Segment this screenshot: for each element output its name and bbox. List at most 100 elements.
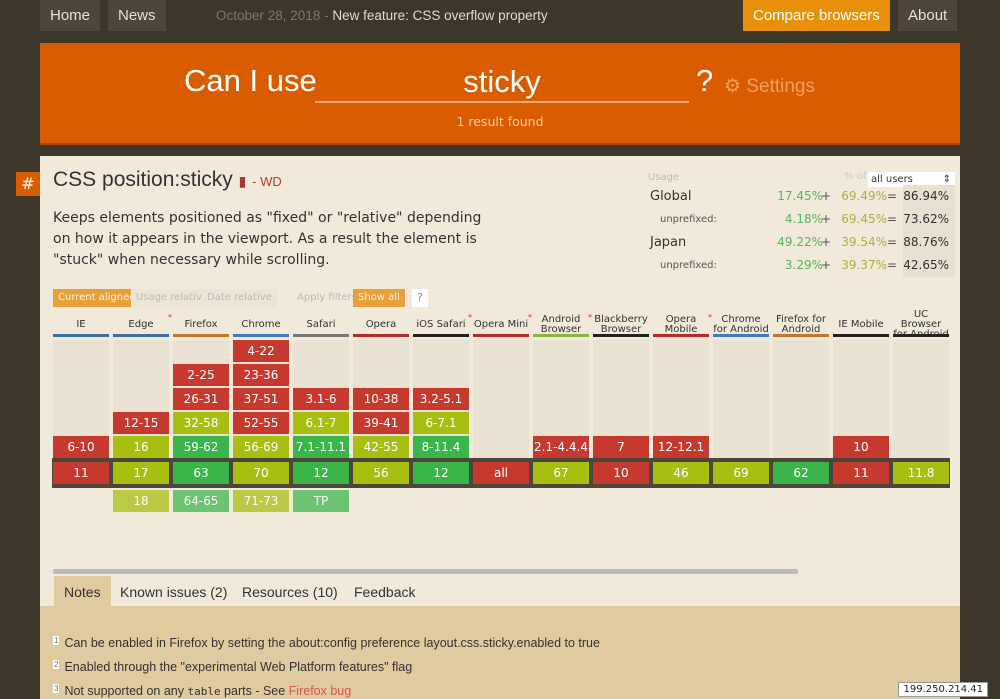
version-cell[interactable]: 67 <box>533 462 589 484</box>
version-cell[interactable]: 52-55 <box>233 412 289 434</box>
browser-header[interactable]: UC Browser for Android <box>893 309 949 340</box>
browser-header[interactable]: Firefox <box>184 319 218 330</box>
usage-row: Global 17.45% +69.49% = 86.94% <box>648 185 955 208</box>
version-cell[interactable]: 17 <box>113 462 169 484</box>
spec-status[interactable]: - WD <box>252 174 282 189</box>
tab-notes[interactable]: Notes <box>54 576 111 606</box>
version-cell[interactable]: 42-55 <box>353 436 409 458</box>
version-cell[interactable]: 70 <box>233 462 289 484</box>
version-cell[interactable]: 12 <box>293 462 349 484</box>
browser-header[interactable]: IE <box>76 319 86 330</box>
version-cell[interactable]: 62 <box>773 462 829 484</box>
equals-sign: = <box>886 258 897 272</box>
version-cell[interactable]: 7.1-11.1 <box>293 436 349 458</box>
browser-header[interactable]: Edge <box>128 319 154 330</box>
browser-header[interactable]: IE Mobile <box>838 319 884 330</box>
info-tabs: Notes Known issues (2) Resources (10) Feedb… <box>40 576 960 606</box>
spec-document-icon[interactable]: ▮ <box>238 173 247 189</box>
firefox-bug-link[interactable]: Firefox bug <box>288 684 352 698</box>
permalink-hash[interactable]: # <box>16 172 40 196</box>
version-cell[interactable]: 11 <box>833 462 889 484</box>
version-cell[interactable]: 56-69 <box>233 436 289 458</box>
browser-color-bar <box>593 334 649 337</box>
news-ticker[interactable]: October 28, 2018 - New feature: CSS over… <box>216 0 548 31</box>
filter-current-aligned[interactable]: Current aligned <box>53 289 141 307</box>
version-cell[interactable]: 10 <box>593 462 649 484</box>
region-name: Global <box>650 189 692 204</box>
version-cell[interactable]: 2.1-4.4.4 <box>533 436 589 458</box>
usage-label: Usage <box>648 172 680 183</box>
help-button[interactable]: ? <box>412 289 428 307</box>
tab-feedback[interactable]: Feedback <box>354 584 416 600</box>
ip-address: 199.250.214.41 <box>898 682 988 697</box>
version-cell[interactable]: 18 <box>113 490 169 512</box>
browser-color-bar <box>533 334 589 337</box>
version-cell[interactable]: all <box>473 462 529 484</box>
filter-usage-relative[interactable]: Usage relative <box>131 289 214 307</box>
browser-header[interactable]: Opera <box>365 319 397 330</box>
version-cell[interactable]: 64-65 <box>173 490 229 512</box>
version-cell[interactable]: 4-22 <box>233 340 289 362</box>
feature-title-text: CSS position:sticky <box>53 168 233 191</box>
version-cell[interactable]: 12-15 <box>113 412 169 434</box>
browser-color-bar <box>413 334 469 337</box>
version-cell[interactable]: 23-36 <box>233 364 289 386</box>
version-cell[interactable]: 10 <box>833 436 889 458</box>
version-cell[interactable]: 7 <box>593 436 649 458</box>
version-cell[interactable]: 12 <box>413 462 469 484</box>
version-cell[interactable]: 10-38 <box>353 388 409 410</box>
equals-sign: = <box>886 212 897 226</box>
nav-news[interactable]: News <box>108 0 166 31</box>
browser-header[interactable]: Firefox for Android <box>775 314 827 335</box>
browser-column <box>773 340 829 458</box>
browser-header[interactable]: Safari <box>306 319 336 330</box>
browser-color-bar <box>653 334 709 337</box>
nav-home[interactable]: Home <box>40 0 101 31</box>
tab-resources[interactable]: Resources (10) <box>242 584 338 600</box>
version-cell[interactable]: 46 <box>653 462 709 484</box>
version-cell[interactable]: 59-62 <box>173 436 229 458</box>
show-all-button[interactable]: Show all <box>353 289 405 307</box>
search-suffix: ? <box>696 63 714 98</box>
version-cell[interactable]: 12-12.1 <box>653 436 709 458</box>
version-cell[interactable]: 6.1-7 <box>293 412 349 434</box>
news-text[interactable]: New feature: CSS overflow property <box>332 8 548 23</box>
browser-header[interactable]: Opera Mobile <box>664 314 698 335</box>
browser-header[interactable]: Chrome for Android <box>713 314 769 335</box>
nav-about[interactable]: About <box>898 0 958 31</box>
version-cell[interactable]: 6-7.1 <box>413 412 469 434</box>
users-select[interactable]: all users ⇕ <box>868 172 955 187</box>
version-cell[interactable]: 26-31 <box>173 388 229 410</box>
horizontal-scrollbar[interactable] <box>53 569 798 574</box>
version-cell[interactable]: 11.8 <box>893 462 949 484</box>
version-cell[interactable]: 3.1-6 <box>293 388 349 410</box>
version-cell[interactable]: 37-51 <box>233 388 289 410</box>
note-number: 2 <box>53 660 60 669</box>
version-cell[interactable]: 3.2-5.1 <box>413 388 469 410</box>
version-cell[interactable]: 69 <box>713 462 769 484</box>
tab-known[interactable]: Known issues (2) <box>120 584 228 600</box>
browser-header[interactable]: Chrome <box>241 319 281 330</box>
filter-date-relative[interactable]: Date relative <box>202 289 277 307</box>
version-cell[interactable]: 39-41 <box>353 412 409 434</box>
version-cell[interactable]: TP <box>293 490 349 512</box>
settings-button[interactable]: ⚙ Settings <box>724 75 815 98</box>
version-cell[interactable]: 16 <box>113 436 169 458</box>
browser-header[interactable]: Opera Mini <box>473 319 529 330</box>
version-cell[interactable]: 8-11.4 <box>413 436 469 458</box>
version-cell[interactable]: 56 <box>353 462 409 484</box>
version-cell[interactable]: 63 <box>173 462 229 484</box>
browser-header[interactable]: iOS Safari <box>416 319 466 330</box>
browser-header[interactable]: Blackberry Browser <box>594 314 648 335</box>
version-cell[interactable]: 2-25 <box>173 364 229 386</box>
version-cell[interactable]: 32-58 <box>173 412 229 434</box>
version-cell[interactable]: 6-10 <box>53 436 109 458</box>
search-input[interactable] <box>315 63 689 103</box>
compare-browsers-button[interactable]: Compare browsers <box>743 0 890 31</box>
browser-color-bar <box>713 334 769 337</box>
version-cell[interactable]: 11 <box>53 462 109 484</box>
note-3: 3 Not supported on any table parts - See … <box>53 684 351 698</box>
version-cell[interactable]: 71-73 <box>233 490 289 512</box>
partial-percent: 39.37% <box>841 258 887 272</box>
browser-header[interactable]: Android Browser <box>540 314 582 335</box>
